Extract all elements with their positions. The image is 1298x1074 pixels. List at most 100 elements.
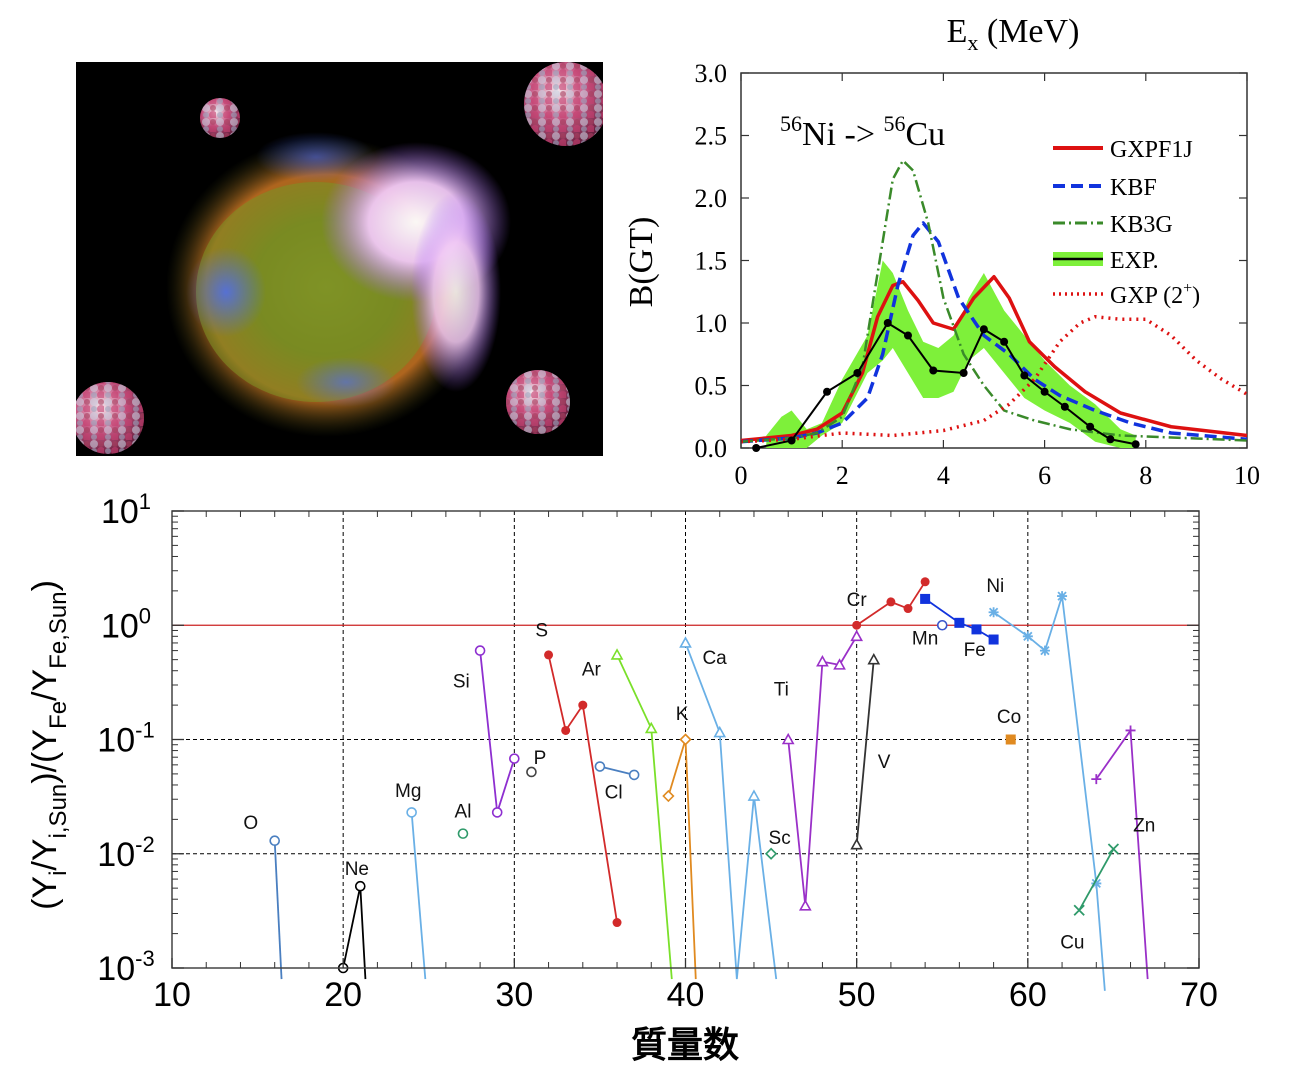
data-point: [269, 835, 281, 847]
x-tick-label: 10: [1234, 461, 1260, 490]
data-point: [988, 634, 999, 645]
x-tick-label: 2: [836, 461, 849, 490]
element-line: [924, 598, 995, 641]
exp-data-point: [1060, 402, 1069, 411]
data-point: [612, 918, 622, 928]
data-point: [764, 847, 778, 860]
y-axis-title: (Yi/Yi,Sun)/(YFe/YFe,Sun): [26, 580, 72, 910]
element-label-cu: Cu: [1060, 933, 1084, 954]
y-tick-label: 2.0: [695, 184, 728, 213]
exp-data-point: [1000, 337, 1009, 346]
x-tick-label: 4: [937, 461, 950, 490]
exp-band-area: [766, 260, 1136, 448]
data-point: [594, 761, 606, 772]
data-point: [457, 828, 469, 839]
data-point: [1091, 878, 1102, 889]
exp-data-point: [959, 369, 968, 377]
exp-data-point: [979, 325, 988, 334]
legend-item-exp: EXP.: [1053, 248, 1159, 274]
exp-data-point: [1040, 387, 1049, 396]
data-point: [1091, 774, 1102, 785]
element-line: [599, 765, 635, 776]
element-label-cr: Cr: [847, 590, 868, 611]
element-label-fe: Fe: [964, 640, 986, 661]
x-tick-label: 10: [153, 976, 191, 1014]
exp-data-point: [883, 319, 892, 327]
y-tick-label: 3.0: [695, 59, 728, 88]
element-line: [993, 595, 1106, 991]
legend-item-gxpf1j: GXPF1J: [1053, 137, 1193, 163]
element-series-ni: [988, 591, 1106, 991]
element-line: [273, 840, 283, 980]
element-label-v: V: [878, 752, 891, 773]
x-tick-label: 8: [1139, 461, 1152, 490]
data-point: [816, 655, 829, 667]
element-series-p: [526, 766, 537, 778]
element-line: [410, 812, 427, 980]
nucleus-icon: [524, 62, 603, 146]
nucleus-icon: [200, 98, 240, 138]
data-point: [491, 807, 503, 818]
data-point: [578, 700, 588, 710]
svg-text:GXP (2+): GXP (2+): [1110, 280, 1200, 309]
x-axis-title: 質量数: [631, 1025, 739, 1066]
x-tick-label: 60: [1009, 976, 1047, 1014]
element-label-ne: Ne: [345, 859, 369, 880]
element-line: [1095, 727, 1149, 980]
exp-data-point: [787, 436, 796, 445]
supernova-photo: [76, 62, 603, 456]
data-point: [781, 732, 795, 745]
element-line: [547, 654, 618, 923]
y-tick-label: 1.5: [695, 247, 728, 276]
data-point: [886, 597, 896, 607]
element-series-o: [269, 835, 283, 980]
data-point: [988, 607, 999, 618]
data-point: [971, 624, 982, 635]
data-point: [1057, 591, 1068, 602]
exp-data-point: [1086, 422, 1095, 431]
element-series-zn: [1091, 725, 1149, 980]
element-labels: O Ne Mg Al Si P S Cl Ar K Ca Sc Ti V Cr Mn Fe Co Ni Cu Zn: [243, 576, 1155, 954]
legend-item-kbf: KBF: [1053, 175, 1157, 201]
y-tick-label: 10-1: [97, 718, 154, 760]
y-axis-title: B(GT): [623, 217, 660, 308]
data-point: [610, 648, 624, 660]
data-point: [852, 620, 862, 630]
legend-item-gxp2: GXP (2+): [1053, 280, 1200, 309]
nucleus-icon: [506, 370, 570, 434]
element-line: [684, 642, 778, 980]
data-point: [474, 645, 486, 656]
data-point: [1107, 843, 1120, 855]
data-point: [1005, 734, 1016, 745]
data-point: [867, 652, 881, 665]
data-point: [526, 766, 537, 778]
data-point: [644, 721, 658, 734]
series-line-exp: [755, 321, 1136, 449]
axis-ticks: 10 20 30 40 50 60 70 10-3 10-2 10-1 100 101: [97, 489, 1218, 1014]
element-label-mg: Mg: [395, 781, 421, 802]
element-series-fe: [920, 593, 999, 645]
element-line: [667, 739, 697, 980]
element-series-co: [1005, 734, 1016, 745]
exp-data-point: [1131, 440, 1140, 449]
series-line-kbf: [740, 221, 1248, 444]
x-tick-label: 0: [735, 461, 748, 490]
data-point: [713, 725, 727, 738]
series-layer: [269, 577, 1149, 991]
exp-data-point: [853, 369, 862, 377]
data-point: [920, 593, 931, 604]
exp-data-point: [823, 387, 832, 396]
element-label-k: K: [676, 704, 689, 725]
element-series-v: [850, 652, 881, 850]
y-tick-label: 0.5: [695, 372, 728, 401]
data-point: [798, 899, 812, 911]
data-point: [662, 789, 675, 803]
y-tick-label: 2.5: [695, 122, 728, 151]
data-point: [850, 629, 864, 642]
element-series-k: [662, 733, 697, 980]
data-point: [833, 658, 846, 670]
data-point: [561, 725, 571, 735]
y-tick-label: 10-3: [97, 946, 154, 988]
element-series-ca: [679, 636, 778, 980]
